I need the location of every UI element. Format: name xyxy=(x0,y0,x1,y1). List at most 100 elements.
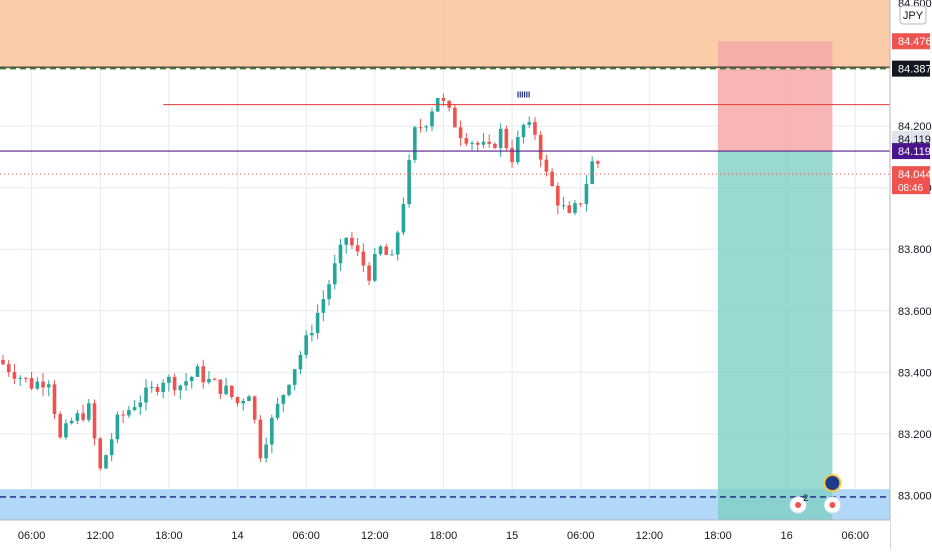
candle-body xyxy=(355,245,360,252)
price-tick-label: 83.800 xyxy=(898,244,932,256)
candle xyxy=(498,123,503,157)
event-flag[interactable] xyxy=(823,474,842,514)
price-tick-label: 83.000 xyxy=(898,490,932,502)
candle xyxy=(167,374,171,392)
candle xyxy=(1,354,5,366)
candle-body xyxy=(332,263,337,285)
supply-price-label-bg xyxy=(892,60,930,77)
candle xyxy=(567,201,572,214)
candle xyxy=(447,99,451,112)
candle xyxy=(327,279,331,306)
candle xyxy=(487,134,491,148)
candle xyxy=(224,377,228,396)
time-tick-label: 18:00 xyxy=(704,530,732,542)
candle-body xyxy=(407,159,411,205)
candle xyxy=(573,200,577,216)
entry-price-label-text: 84.119 xyxy=(898,146,931,158)
time-tick-label: 12:00 xyxy=(86,530,114,542)
candle xyxy=(155,383,160,396)
candle xyxy=(475,140,480,151)
currency-button-bg[interactable] xyxy=(899,5,927,25)
time-axis-bg xyxy=(0,520,890,550)
candle xyxy=(87,398,91,422)
candle xyxy=(344,237,348,254)
candle-body xyxy=(573,203,577,213)
candle xyxy=(533,116,537,141)
event-flag-badge[interactable]: 2 xyxy=(789,493,808,514)
candle xyxy=(527,116,532,128)
price-axis: 84.60084.20084.00083.80083.60083.40083.2… xyxy=(889,0,932,550)
currency-button[interactable]: JPY xyxy=(899,5,927,25)
candle xyxy=(441,93,446,107)
candle xyxy=(590,156,594,185)
candle-body xyxy=(75,413,80,421)
candle xyxy=(64,419,68,440)
current-price-label-countdown: 08:46 xyxy=(898,183,923,194)
candle xyxy=(109,433,114,462)
candle xyxy=(281,394,286,412)
candle-body xyxy=(338,244,343,264)
candle xyxy=(178,384,183,400)
take-profit-zone[interactable] xyxy=(718,151,833,521)
supply-price-label: 84.387 xyxy=(892,60,932,77)
time-tick-label: 15 xyxy=(506,530,518,542)
candle xyxy=(218,379,223,400)
candle-body xyxy=(378,246,383,254)
candle-body xyxy=(350,237,354,246)
candle-body xyxy=(195,366,200,377)
candle-body xyxy=(64,423,68,438)
candle-body xyxy=(413,127,417,160)
candle xyxy=(384,243,389,256)
candle-body xyxy=(1,360,5,365)
flag-icon xyxy=(829,502,836,508)
candle-body xyxy=(46,384,51,388)
candle-body xyxy=(58,414,62,438)
time-tick-label: 16 xyxy=(781,530,793,542)
candle-body xyxy=(29,378,34,389)
candle-body xyxy=(373,253,377,281)
candle xyxy=(418,118,423,133)
candle-body xyxy=(401,204,406,233)
candle-body xyxy=(207,379,211,383)
candle-body xyxy=(241,401,246,404)
candle-body xyxy=(178,385,183,391)
time-tick-label: 18:00 xyxy=(430,530,458,542)
candle xyxy=(561,196,566,210)
candle-body xyxy=(109,439,114,456)
candle xyxy=(98,437,103,471)
candle xyxy=(516,130,520,165)
candle xyxy=(241,398,246,411)
candle-body xyxy=(52,384,57,415)
candle-body xyxy=(132,407,137,410)
candle-body xyxy=(155,386,160,392)
candle xyxy=(92,399,97,446)
flag-icon xyxy=(795,502,802,508)
stop-price-label-bg xyxy=(892,33,930,50)
candle-body xyxy=(567,205,572,213)
candle xyxy=(270,414,274,454)
candle xyxy=(464,133,469,147)
candle xyxy=(378,244,383,256)
candle-body xyxy=(578,203,583,205)
country-flag-icon[interactable] xyxy=(823,474,842,492)
candle-body xyxy=(458,127,463,139)
blue-tick-marker: IIIIII xyxy=(517,91,530,100)
candle-body xyxy=(264,444,268,459)
candle xyxy=(29,371,34,391)
current-price-label-text: 84.044 xyxy=(898,169,932,181)
candle-body xyxy=(270,417,274,445)
candle-body xyxy=(298,354,303,370)
candle xyxy=(127,405,131,418)
candle xyxy=(493,141,497,150)
candle xyxy=(310,324,314,342)
candle-body xyxy=(304,335,308,355)
zones xyxy=(0,0,890,521)
stop-loss-zone[interactable] xyxy=(718,41,833,152)
candle xyxy=(350,231,354,249)
candle xyxy=(395,230,400,261)
candle xyxy=(453,104,457,128)
candle xyxy=(138,395,143,416)
candle xyxy=(81,404,85,423)
